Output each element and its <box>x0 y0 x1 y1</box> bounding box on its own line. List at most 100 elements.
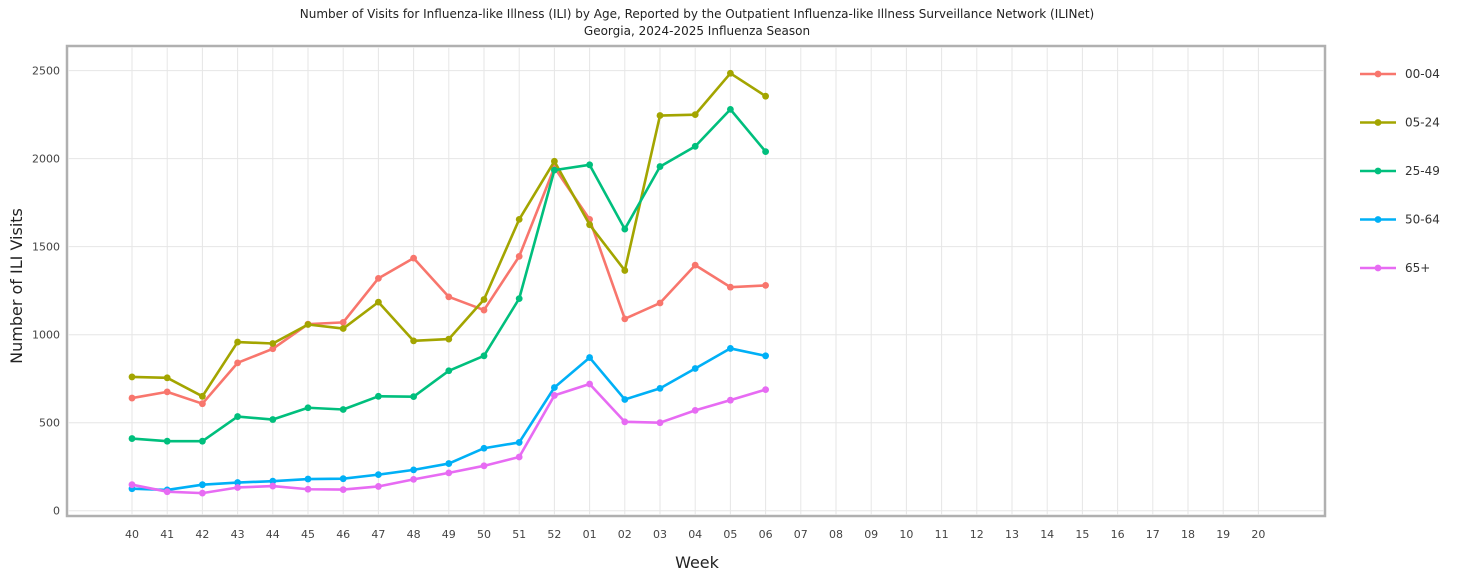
data-point <box>480 306 488 314</box>
legend: 00-04 05-24 25-49 50-64 65+ <box>1360 67 1440 275</box>
data-point <box>551 157 558 165</box>
x-tick-label: 42 <box>195 528 209 541</box>
x-tick-label: 08 <box>829 528 843 541</box>
x-tick-label: 19 <box>1216 528 1230 541</box>
data-point <box>269 340 277 347</box>
data-point <box>691 406 699 414</box>
x-tick-label: 46 <box>336 528 350 541</box>
data-point <box>339 406 347 413</box>
x-tick-label: 03 <box>653 528 667 541</box>
x-tick-label: 47 <box>371 528 385 541</box>
data-point <box>621 267 629 274</box>
data-point <box>656 163 664 170</box>
x-tick-labels: 40 41 42 43 44 45 46 47 48 49 50 51 52 01 02 03 04 05 06 07… <box>125 528 1265 541</box>
data-point <box>480 444 488 452</box>
data-point <box>234 479 242 486</box>
data-point <box>515 215 523 223</box>
data-point <box>762 282 769 289</box>
data-point <box>621 225 629 233</box>
data-point <box>163 374 171 382</box>
legend-marker <box>1374 70 1382 78</box>
data-point <box>269 477 277 485</box>
y-tick-label: 500 <box>39 417 60 430</box>
data-point <box>375 298 382 306</box>
data-point <box>410 466 417 474</box>
x-tick-label: 15 <box>1075 528 1089 541</box>
y-tick-label: 2500 <box>32 65 60 78</box>
x-tick-label: 04 <box>688 528 702 541</box>
legend-entry: 25-49 <box>1360 164 1440 178</box>
data-point <box>269 345 277 353</box>
x-tick-label: 17 <box>1146 528 1160 541</box>
y-axis-label: Number of ILI Visits <box>7 208 26 364</box>
data-point <box>586 221 593 229</box>
legend-label: 05-24 <box>1405 116 1440 130</box>
legend-label: 00-04 <box>1405 67 1440 81</box>
x-tick-label: 10 <box>899 528 913 541</box>
data-point <box>128 435 136 442</box>
data-point <box>480 296 488 303</box>
data-point <box>375 274 382 282</box>
data-point <box>304 485 312 493</box>
x-tick-label: 16 <box>1111 528 1125 541</box>
series-65+ <box>128 380 769 497</box>
x-tick-label: 13 <box>1005 528 1019 541</box>
data-point <box>269 416 277 423</box>
data-point <box>163 437 171 445</box>
y-tick-labels: 0 500 1000 1500 2000 2500 <box>32 65 60 518</box>
data-point <box>515 252 523 260</box>
data-point <box>375 483 382 490</box>
legend-entry: 00-04 <box>1360 67 1440 81</box>
data-point <box>515 439 523 446</box>
data-point <box>762 386 769 394</box>
x-tick-label: 12 <box>970 528 984 541</box>
x-tick-label: 50 <box>477 528 491 541</box>
series-group <box>128 69 769 497</box>
x-tick-label: 02 <box>618 528 632 541</box>
data-point <box>234 359 242 367</box>
data-point <box>339 486 347 493</box>
data-point <box>339 475 347 483</box>
data-point <box>410 393 417 401</box>
data-point <box>656 299 664 307</box>
data-point <box>339 325 347 332</box>
data-point <box>727 345 734 352</box>
series-25-49 <box>128 105 769 445</box>
data-point <box>586 161 593 169</box>
data-point <box>762 148 769 156</box>
data-point <box>586 354 593 361</box>
x-tick-label: 49 <box>442 528 456 541</box>
data-point <box>727 283 734 291</box>
x-tick-label: 51 <box>512 528 526 541</box>
data-point <box>163 388 171 396</box>
data-point <box>234 413 242 420</box>
y-tick-label: 1000 <box>32 329 60 342</box>
data-point <box>199 400 206 408</box>
data-point <box>480 462 488 470</box>
chart-subtitle: Georgia, 2024-2025 Influenza Season <box>584 24 810 38</box>
data-point <box>128 481 136 489</box>
data-point <box>445 293 453 301</box>
legend-marker <box>1374 119 1382 126</box>
data-point <box>656 384 664 392</box>
data-point <box>762 92 769 100</box>
legend-entry: 65+ <box>1360 261 1430 275</box>
legend-entry: 50-64 <box>1360 213 1440 227</box>
data-point <box>339 318 347 326</box>
x-tick-label: 07 <box>794 528 808 541</box>
plot-area <box>65 44 1327 518</box>
data-point <box>586 380 593 388</box>
data-point <box>691 261 699 269</box>
y-tick-label: 1500 <box>32 241 60 254</box>
x-tick-label: 14 <box>1040 528 1054 541</box>
legend-marker <box>1374 167 1382 175</box>
series-50-64 <box>128 345 769 494</box>
data-point <box>445 469 453 477</box>
data-point <box>199 392 206 400</box>
x-tick-label: 01 <box>583 528 597 541</box>
series-00-04 <box>128 164 769 408</box>
data-point <box>691 142 699 150</box>
data-point <box>410 254 417 262</box>
data-point <box>727 69 734 77</box>
data-point <box>551 392 558 399</box>
